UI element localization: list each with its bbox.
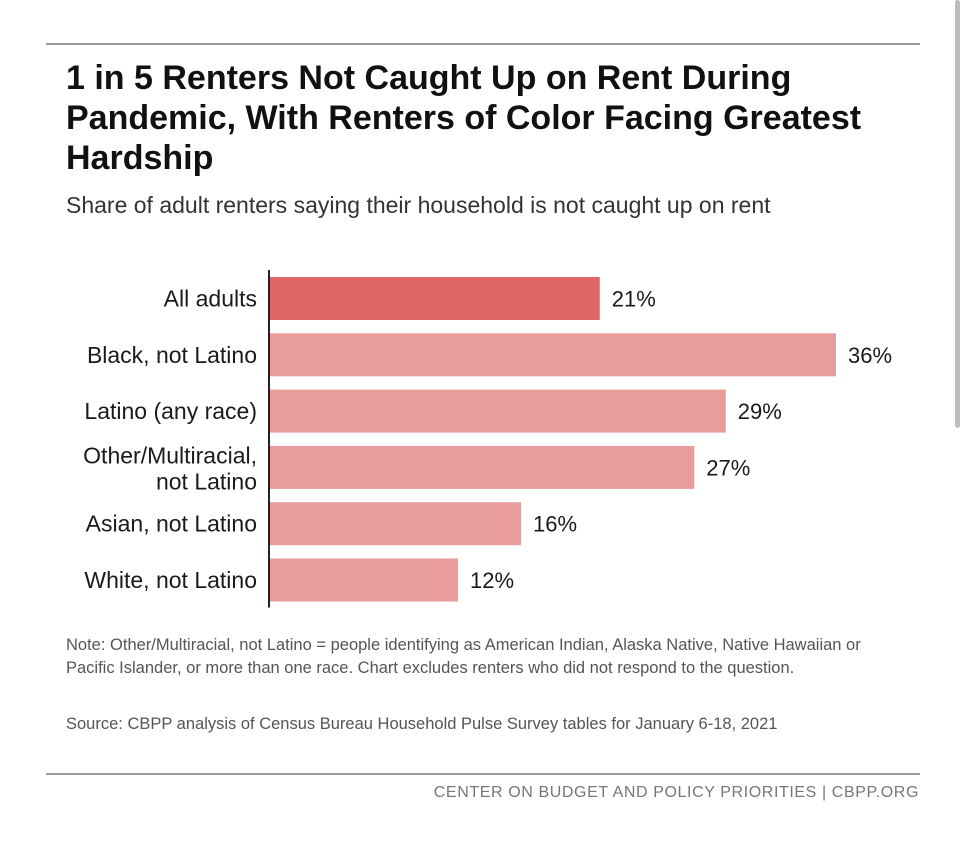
data-label: 12%	[470, 568, 514, 593]
bar	[269, 389, 726, 433]
bar	[269, 333, 836, 377]
data-label: 36%	[848, 343, 892, 368]
chart-title: 1 in 5 Renters Not Caught Up on Rent Dur…	[66, 59, 862, 177]
data-label: 27%	[706, 455, 750, 480]
bottom-rule	[46, 773, 920, 775]
data-label: 16%	[533, 512, 577, 537]
bar	[269, 502, 521, 546]
data-label: 29%	[738, 399, 782, 424]
category-label: White, not Latino	[84, 567, 257, 593]
category-label: Asian, not Latino	[86, 511, 257, 537]
bar-chart: 21% All adults 36% Black, not Latino 29% Lati…	[83, 270, 892, 608]
category-label: All adults	[164, 286, 257, 312]
category-label: Other/Multiracial, not Latino	[83, 442, 257, 494]
top-rule	[46, 43, 920, 45]
data-label: 21%	[612, 287, 656, 312]
chart-source: Source: CBPP analysis of Census Bureau H…	[66, 715, 778, 733]
chart-subtitle: Share of adult renters saying their hous…	[66, 192, 771, 218]
bar	[269, 558, 458, 602]
scrollbar[interactable]	[955, 0, 960, 428]
bar	[269, 445, 695, 489]
bar	[269, 277, 600, 320]
chart-note: Note: Other/Multiracial, not Latino = pe…	[66, 636, 861, 677]
footer-credit: CENTER ON BUDGET AND POLICY PRIORITIES |…	[433, 784, 919, 801]
category-label: Latino (any race)	[84, 398, 257, 424]
category-label: Black, not Latino	[87, 342, 257, 368]
